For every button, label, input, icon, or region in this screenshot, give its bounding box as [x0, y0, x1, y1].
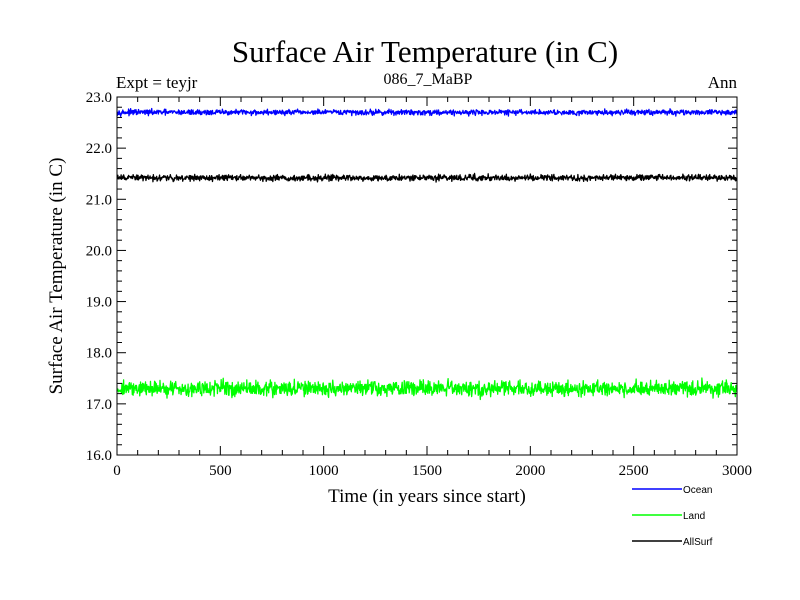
- y-tick-label: 16.0: [86, 448, 112, 464]
- x-tick-label: 2000: [515, 463, 545, 479]
- x-tick-label: 2500: [619, 463, 649, 479]
- y-tick-label: 22.0: [86, 141, 112, 157]
- x-tick-label: 0: [113, 463, 121, 479]
- legend-label-ocean: Ocean: [683, 485, 712, 496]
- x-axis-label: Time (in years since start): [328, 486, 526, 507]
- legend-label-allsurf: AllSurf: [683, 537, 713, 548]
- x-tick-label: 500: [209, 463, 232, 479]
- y-tick-label: 23.0: [86, 90, 112, 106]
- x-tick-label: 1000: [309, 463, 339, 479]
- chart-title: Surface Air Temperature (in C): [232, 34, 618, 69]
- x-tick-label: 3000: [722, 463, 752, 479]
- tick-layer: 0 500 1000 1500 2000 2500 3000 16.0 17.0 18.0 19.0…: [86, 90, 752, 479]
- chart-subtitle: 086_7_MaBP: [384, 71, 473, 88]
- series-layer: [116, 107, 738, 401]
- y-tick-label: 19.0: [86, 295, 112, 311]
- series-line-ocean: [116, 107, 738, 117]
- x-tick-label: 1500: [412, 463, 442, 479]
- y-tick-label: 20.0: [86, 243, 112, 259]
- legend-label-land: Land: [683, 511, 705, 522]
- plot-frame: [116, 96, 738, 456]
- y-tick-label: 21.0: [86, 192, 112, 208]
- chart-right-label: Ann: [708, 73, 738, 92]
- y-tick-label: 17.0: [86, 397, 112, 413]
- chart-left-label: Expt = teyjr: [116, 73, 198, 92]
- series-line-allsurf: [116, 172, 738, 183]
- y-axis-label: Surface Air Temperature (in C): [46, 158, 67, 395]
- series-line-land: [116, 377, 738, 401]
- legend: Ocean Land AllSurf: [632, 485, 713, 548]
- y-tick-label: 18.0: [86, 346, 112, 362]
